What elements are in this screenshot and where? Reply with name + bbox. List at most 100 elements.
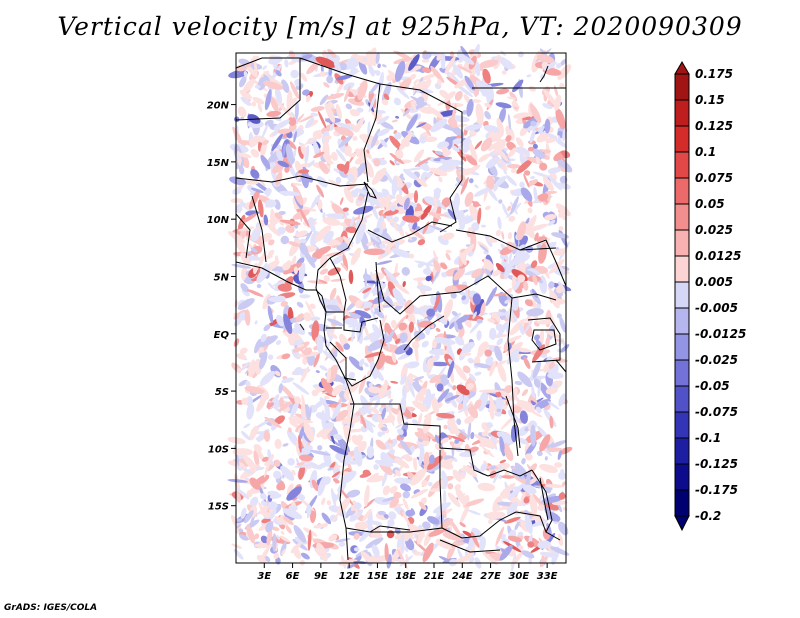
- field-cell: [348, 356, 364, 371]
- field-cell: [294, 396, 302, 404]
- field-cell: [413, 551, 422, 556]
- field-cell: [236, 367, 242, 374]
- field-cell: [234, 236, 246, 254]
- field-cell: [369, 81, 380, 95]
- field-cell: [264, 416, 282, 429]
- field-cell: [454, 364, 468, 382]
- field-cell: [234, 116, 240, 123]
- field-cell: [392, 216, 399, 223]
- field-cell: [393, 57, 412, 64]
- field-cell: [472, 311, 477, 319]
- field-cell: [240, 430, 251, 441]
- border-niger-nigeria: [235, 175, 369, 187]
- field-cell: [558, 521, 569, 536]
- field-cell: [353, 547, 360, 552]
- field-cell: [527, 146, 535, 152]
- field-cell: [362, 287, 372, 294]
- field-cell: [342, 253, 349, 272]
- field-cell: [432, 355, 436, 361]
- colorbar-label: -0.0125: [695, 327, 746, 341]
- field-cell: [414, 157, 431, 167]
- field-cell: [274, 415, 285, 425]
- field-cell: [495, 102, 512, 109]
- field-cell: [374, 307, 385, 319]
- field-cell: [549, 415, 554, 429]
- field-cell: [482, 68, 491, 84]
- field-cell: [400, 454, 410, 460]
- field-cell: [435, 200, 447, 210]
- field-cell: [556, 313, 562, 319]
- field-cell: [449, 137, 462, 148]
- field-cell: [514, 521, 520, 531]
- field-cell: [239, 534, 249, 541]
- field-cell: [370, 187, 380, 198]
- field-cell: [372, 70, 378, 74]
- field-cell: [350, 67, 358, 76]
- field-cell: [528, 86, 536, 92]
- field-cell: [519, 149, 526, 165]
- field-cell: [354, 117, 365, 133]
- field-cell: [391, 248, 412, 259]
- field-cell: [449, 51, 455, 57]
- field-cell: [241, 265, 248, 281]
- field-cell: [477, 350, 484, 358]
- colorbar-label: 0.075: [695, 171, 733, 185]
- field-cell: [547, 401, 560, 410]
- field-cell: [457, 65, 473, 74]
- field-cell: [452, 64, 463, 79]
- field-cell: [283, 516, 294, 526]
- colorbar-label: -0.005: [695, 301, 738, 315]
- field-cell: [403, 168, 419, 181]
- field-cell: [276, 314, 285, 327]
- field-cell: [507, 205, 512, 212]
- field-cell: [454, 90, 463, 101]
- field-cell: [279, 397, 285, 410]
- field-cell: [240, 213, 258, 224]
- field-cell: [521, 550, 535, 559]
- field-cell: [333, 433, 343, 441]
- field-cell: [380, 407, 387, 421]
- field-cell: [425, 275, 432, 282]
- field-cell: [288, 241, 301, 247]
- field-cell: [328, 534, 338, 542]
- field-cell: [527, 541, 535, 548]
- field-cell: [422, 78, 432, 91]
- lon-tick-label: 24E: [452, 571, 473, 582]
- field-cell: [479, 437, 496, 449]
- field-cell: [275, 295, 286, 301]
- field-cell: [275, 340, 282, 345]
- field-cell: [407, 378, 416, 398]
- field-cell: [328, 331, 338, 339]
- field-cell: [560, 469, 565, 474]
- field-cell: [317, 199, 323, 211]
- field-cell: [332, 513, 340, 522]
- field-cell: [250, 247, 258, 253]
- field-cell: [238, 379, 248, 387]
- border-uganda: [527, 317, 561, 363]
- field-cell: [558, 226, 564, 232]
- field-cell: [558, 393, 566, 407]
- field-cell: [394, 527, 401, 535]
- field-cell: [244, 309, 251, 326]
- field-cell: [496, 338, 504, 346]
- field-cell: [462, 110, 467, 115]
- field-cell: [422, 439, 430, 447]
- field-cell: [533, 378, 541, 388]
- field-cell: [543, 89, 557, 107]
- field-cell: [289, 81, 300, 99]
- field-cell: [460, 472, 466, 479]
- field-cell: [512, 405, 522, 414]
- colorbar-label: -0.025: [695, 353, 738, 367]
- field-cell: [240, 116, 245, 120]
- field-cell: [384, 209, 399, 216]
- field-cell: [368, 386, 382, 394]
- field-cell: [510, 167, 517, 174]
- field-cell: [413, 330, 426, 340]
- field-cell: [479, 59, 499, 69]
- field-cell: [545, 386, 558, 395]
- field-cell: [372, 324, 381, 336]
- field-cell: [315, 56, 337, 68]
- field-cell: [464, 191, 474, 207]
- border-ghana-togo: [251, 195, 267, 263]
